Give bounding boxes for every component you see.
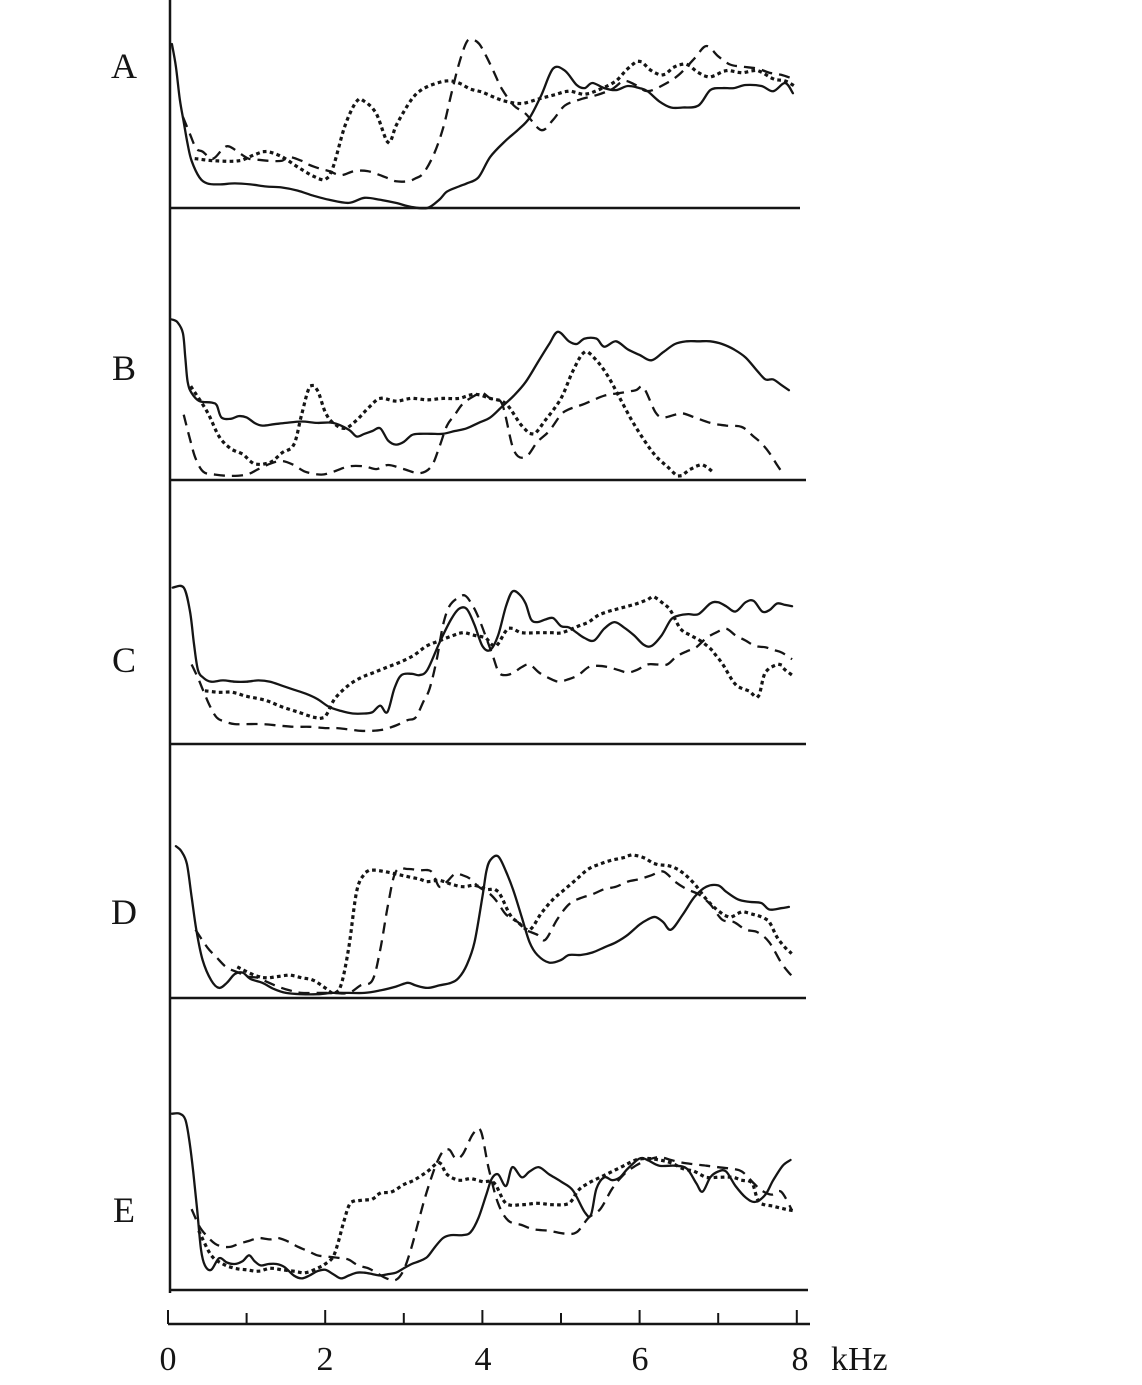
x-tick-label-2: 2 <box>316 1341 334 1378</box>
panel-label-c: C <box>111 640 136 680</box>
panel-e-solid-curve <box>170 1112 792 1280</box>
panel-label-e: E <box>113 1190 135 1230</box>
x-tick-label-6: 6 <box>631 1341 649 1378</box>
x-axis-unit: kHz <box>831 1341 888 1378</box>
panel-c-dotted-curve <box>204 595 795 720</box>
x-tick-label-0: 0 <box>159 1341 177 1378</box>
x-tick-label-8: 8 <box>791 1341 809 1378</box>
panel-b-dotted-curve <box>189 350 717 478</box>
panel-a-dotted-curve <box>194 59 796 182</box>
panel-label-a: A <box>111 46 137 86</box>
panel-d-solid-curve <box>174 845 791 996</box>
panel-e-dashed-curve <box>190 1127 794 1282</box>
panel-b-dashed-curve <box>182 385 784 478</box>
panel-d-dotted-curve <box>236 853 793 995</box>
panel-e-dotted-curve <box>197 1156 794 1275</box>
panel-a-solid-curve <box>170 42 795 210</box>
panel-c-dashed-curve <box>190 594 793 733</box>
panel-b-solid-curve <box>170 318 791 446</box>
panel-label-b: B <box>111 348 136 388</box>
panel-c-solid-curve <box>171 584 794 715</box>
panel-a-dashed-curve <box>181 38 794 183</box>
panel-label-d: D <box>111 892 137 932</box>
panel-d-dashed-curve <box>194 866 794 995</box>
x-tick-label-4: 4 <box>474 1341 492 1378</box>
